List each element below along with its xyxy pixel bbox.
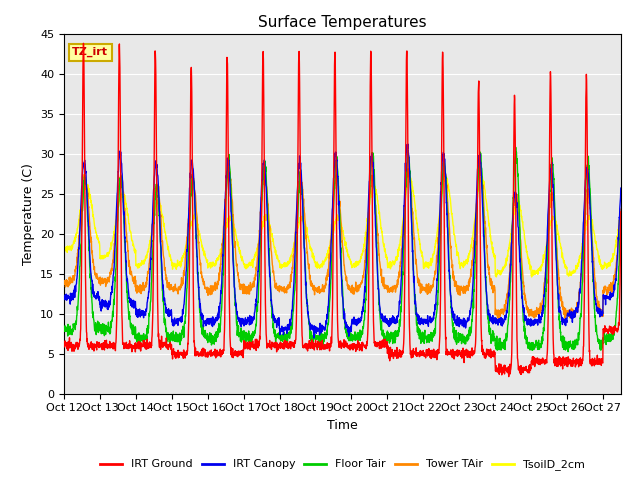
Text: TZ_irt: TZ_irt [72, 47, 108, 58]
X-axis label: Time: Time [327, 419, 358, 432]
Y-axis label: Temperature (C): Temperature (C) [22, 163, 35, 264]
Legend: IRT Ground, IRT Canopy, Floor Tair, Tower TAir, TsoilD_2cm: IRT Ground, IRT Canopy, Floor Tair, Towe… [95, 455, 589, 475]
Title: Surface Temperatures: Surface Temperatures [258, 15, 427, 30]
